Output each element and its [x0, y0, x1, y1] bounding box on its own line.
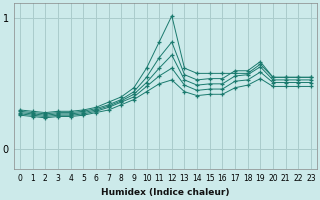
- X-axis label: Humidex (Indice chaleur): Humidex (Indice chaleur): [101, 188, 230, 197]
